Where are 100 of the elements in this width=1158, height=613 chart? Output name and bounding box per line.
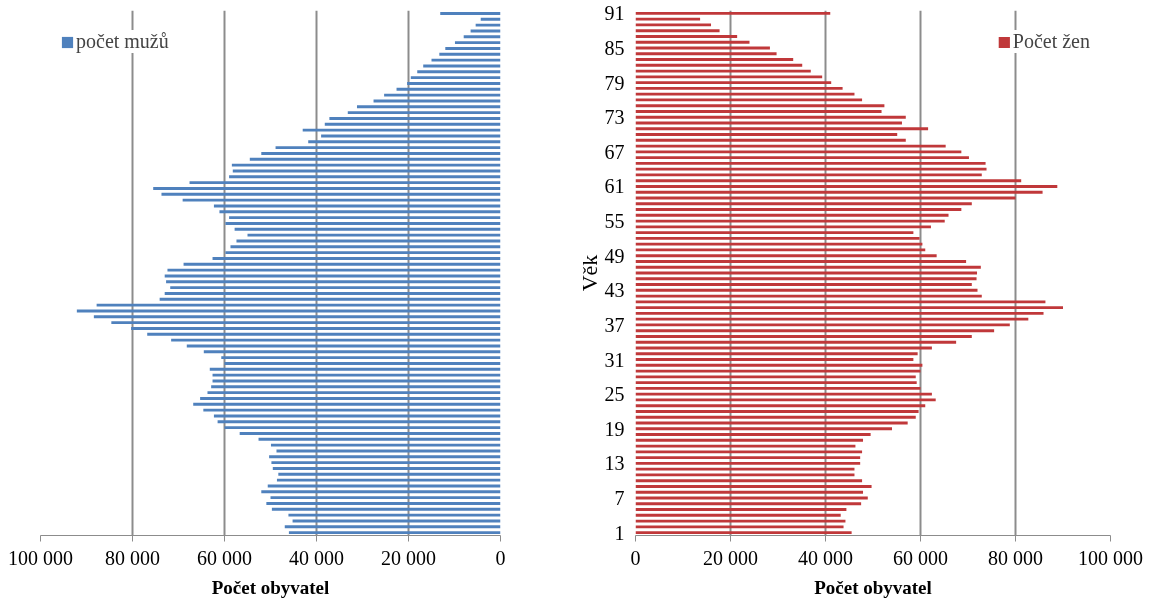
x-tick-label: 80 000: [105, 546, 160, 569]
bar: [635, 300, 1046, 304]
bar: [635, 410, 919, 413]
bar: [635, 502, 862, 506]
bar: [212, 256, 501, 260]
bar: [635, 98, 863, 102]
bar: [635, 75, 823, 79]
bar: [209, 367, 501, 371]
x-tick-label: 40 000: [798, 546, 853, 569]
bar: [284, 525, 501, 529]
bar: [635, 86, 843, 90]
bar: [211, 385, 501, 389]
bar: [234, 227, 501, 231]
bar: [635, 29, 720, 33]
bar: [635, 513, 841, 517]
bar: [225, 251, 501, 255]
bar: [635, 329, 995, 333]
bar: [417, 70, 501, 74]
y-axis-title: Věk: [576, 254, 602, 292]
bar: [635, 306, 1063, 310]
bar: [203, 350, 501, 354]
bar: [384, 93, 501, 97]
bar: [635, 381, 917, 385]
bar: [635, 369, 921, 373]
bar: [635, 375, 916, 379]
bar: [272, 466, 501, 470]
bar: [635, 467, 855, 471]
bar: [396, 87, 501, 91]
bar: [229, 175, 501, 179]
y-tick-label: 73: [604, 106, 625, 129]
bar: [635, 161, 986, 165]
bar: [635, 323, 1010, 327]
bar: [159, 297, 501, 301]
bar: [470, 29, 501, 33]
bar: [166, 280, 501, 284]
bar: [302, 128, 501, 132]
bar: [635, 444, 856, 448]
bar: [635, 156, 969, 160]
x-tick-label: 20 000: [703, 546, 758, 569]
bar: [635, 461, 861, 465]
y-tick-label: 91: [604, 2, 625, 25]
bar: [635, 173, 982, 177]
bar: [96, 303, 501, 307]
bar: [635, 63, 803, 67]
bar: [635, 225, 931, 229]
bar: [270, 443, 501, 447]
bar: [232, 169, 501, 173]
bar: [203, 408, 501, 412]
bar: [635, 40, 750, 44]
bar: [635, 35, 738, 38]
x-tick-label: 60 000: [893, 546, 948, 569]
y-tick-label: 43: [604, 279, 625, 302]
x-tick-label: 100 000: [1078, 546, 1143, 569]
bar: [200, 396, 501, 400]
y-tick-label: 37: [604, 313, 625, 336]
bar: [635, 115, 906, 119]
x-axis-title: Počet obyvatel: [814, 576, 932, 598]
bar: [258, 437, 501, 441]
y-tick-label: 67: [604, 140, 625, 163]
x-tick-label: 80 000: [988, 546, 1043, 569]
x-tick-label: 100 000: [8, 546, 73, 569]
bar: [167, 268, 501, 272]
bar: [236, 239, 501, 243]
bar: [439, 52, 501, 56]
bar: [161, 192, 501, 196]
bar: [635, 179, 1022, 183]
bar: [635, 433, 871, 436]
bar: [635, 404, 926, 408]
bar: [347, 111, 501, 115]
bar: [217, 420, 501, 424]
bar: [635, 283, 972, 286]
bar: [267, 484, 501, 488]
bar: [635, 450, 863, 454]
bar: [635, 415, 916, 419]
bar: [183, 262, 501, 266]
bar: [276, 449, 501, 453]
bar: [321, 134, 501, 138]
bar: [635, 144, 946, 148]
bar: [454, 41, 501, 45]
x-tick-label: 0: [630, 546, 641, 569]
bar: [423, 64, 501, 68]
bar: [635, 127, 929, 131]
bar: [635, 58, 794, 61]
bar: [407, 81, 501, 85]
bar: [635, 294, 982, 298]
bar: [635, 525, 844, 529]
x-tick-label: 60 000: [197, 546, 252, 569]
y-tick-label: 49: [604, 244, 625, 267]
bar: [635, 242, 923, 246]
bar: [212, 373, 501, 377]
y-tick-label: 61: [604, 175, 625, 198]
bar: [229, 216, 501, 220]
bar: [445, 46, 501, 50]
bar: [410, 76, 501, 80]
bar: [635, 11, 831, 15]
bar: [635, 52, 777, 56]
bar: [93, 315, 501, 319]
bar: [480, 17, 501, 21]
bar: [275, 146, 501, 150]
bar: [239, 431, 501, 435]
